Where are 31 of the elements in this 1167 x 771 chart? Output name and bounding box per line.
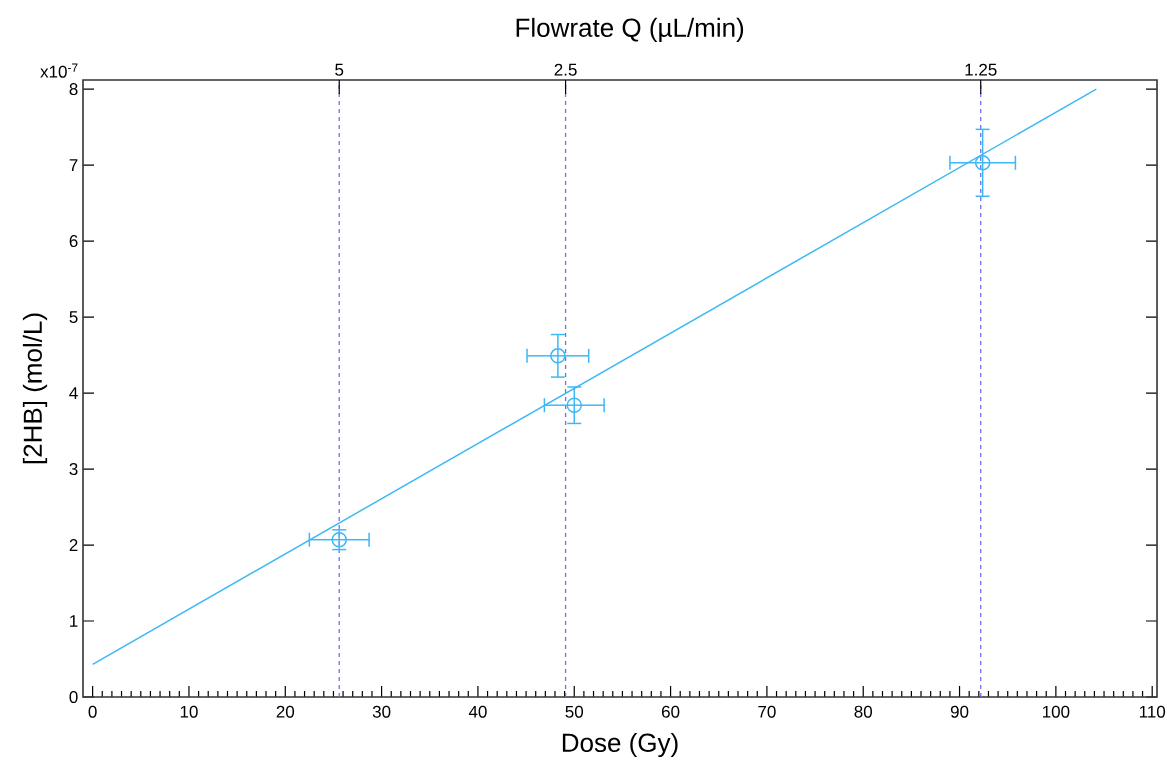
x-tick-label: 80 bbox=[854, 705, 872, 718]
x-tick-label: 40 bbox=[468, 705, 487, 718]
x-tick-label: 20 bbox=[276, 705, 295, 718]
text: x10$^{-7}$ bbox=[40, 63, 78, 78]
annotation: 1.25 bbox=[965, 63, 997, 76]
x-tick-label: 0 bbox=[88, 705, 97, 718]
y-tick-label: 2 bbox=[69, 539, 78, 551]
x-tick-label: 60 bbox=[661, 705, 680, 718]
y-tick-label: 0 bbox=[69, 690, 78, 704]
y-tick-label: 4 bbox=[69, 387, 78, 399]
y-tick-label: 6 bbox=[69, 235, 78, 248]
y-tick-label: 5 bbox=[69, 311, 78, 323]
annotation: 2.5 bbox=[554, 63, 577, 76]
x-tick-label: 30 bbox=[372, 705, 391, 718]
x-tick-label: 70 bbox=[758, 705, 776, 718]
x-tick-label: 110 bbox=[1139, 705, 1166, 718]
y-tick-label: 3 bbox=[69, 463, 78, 476]
x2-axis-title: Flowrate Q (µL/min) bbox=[516, 17, 744, 43]
annotation: 5 bbox=[335, 63, 344, 76]
y-tick-label: 7 bbox=[69, 159, 78, 171]
y-axis-title: [2HB] (mol/L) bbox=[22, 313, 48, 464]
point bbox=[550, 348, 566, 364]
x-axis-title: Dose (Gy) bbox=[562, 732, 678, 758]
point bbox=[974, 155, 991, 171]
x-tick-label: 50 bbox=[565, 705, 584, 718]
y-tick-label: 1 bbox=[70, 615, 78, 627]
point bbox=[566, 397, 582, 413]
x-tick-label: 90 bbox=[950, 705, 969, 718]
x-tick-label: 10 bbox=[180, 705, 198, 718]
y-tick-label: 8 bbox=[69, 83, 78, 96]
x-tick-label: 100 bbox=[1042, 705, 1070, 718]
